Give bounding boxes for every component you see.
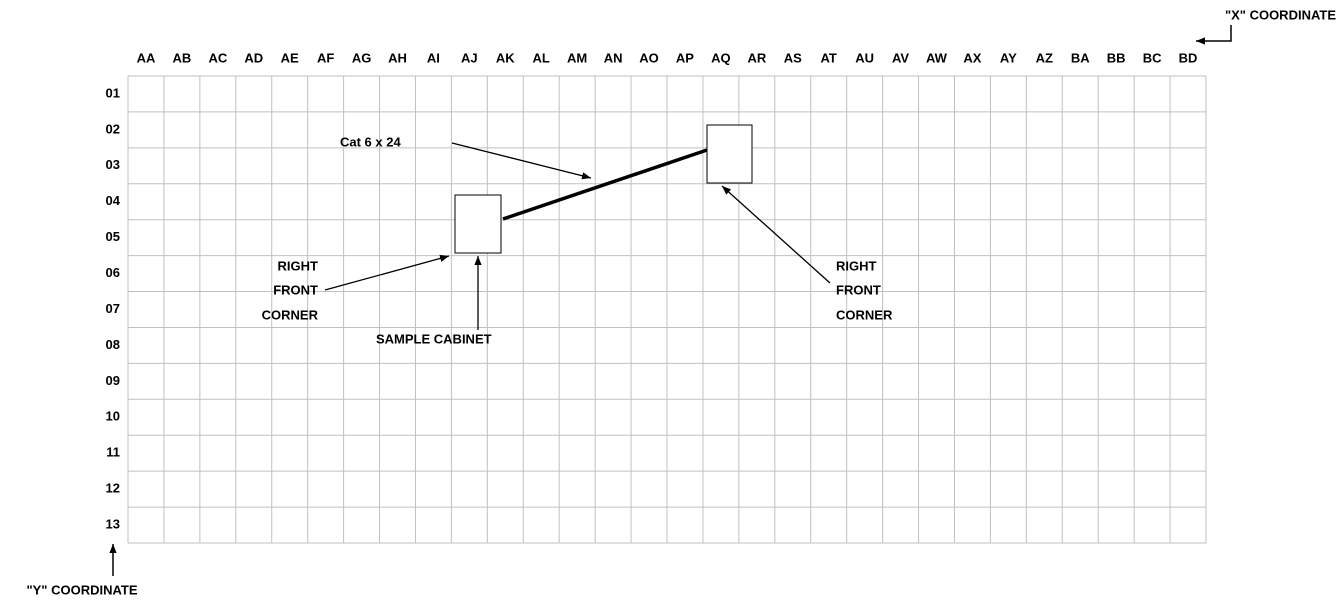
column-label: AB: [173, 50, 192, 65]
column-label: AM: [567, 50, 587, 65]
callout-label: CORNER: [836, 307, 893, 322]
column-label: AR: [747, 50, 766, 65]
column-label: AS: [784, 50, 802, 65]
column-label: AV: [892, 50, 909, 65]
x-coordinate-title: "X" COORDINATE: [1225, 7, 1336, 22]
column-label: AJ: [461, 50, 478, 65]
column-label: AA: [137, 50, 156, 65]
row-label: 12: [106, 481, 120, 496]
row-label: 01: [106, 85, 120, 100]
row-label: 03: [106, 157, 120, 172]
column-label: AN: [604, 50, 623, 65]
column-label: AE: [281, 50, 299, 65]
arrow: [721, 185, 831, 284]
column-label: AG: [352, 50, 372, 65]
y-coordinate-title: "Y" COORDINATE: [26, 582, 137, 597]
grid: [127, 75, 1207, 544]
column-label: AF: [317, 50, 334, 65]
arrow: [451, 142, 592, 180]
cabinet: [706, 124, 753, 184]
cable-label: Cat 6 x 24: [340, 134, 401, 149]
row-label: 02: [106, 121, 120, 136]
column-label: BB: [1107, 50, 1126, 65]
row-label: 11: [106, 445, 120, 460]
row-label: 06: [106, 265, 120, 280]
column-label: AP: [676, 50, 694, 65]
column-label: AU: [855, 50, 874, 65]
row-label: 10: [106, 409, 120, 424]
row-label: 08: [106, 337, 120, 352]
column-label: AY: [1000, 50, 1017, 65]
row-label: 09: [106, 373, 120, 388]
column-label: AD: [244, 50, 263, 65]
callout-label: RIGHT: [836, 258, 877, 273]
column-label: AX: [963, 50, 981, 65]
grid-labels: AA AB AC AD AE AF AG AH AI AJ AK AL AM AN AO AP AQ AR AS AT…: [106, 50, 1198, 531]
cable: [502, 148, 708, 221]
x-coordinate-arrow: [1196, 25, 1232, 45]
row-label: 04: [106, 193, 121, 208]
column-label: BA: [1071, 50, 1090, 65]
column-label: AH: [388, 50, 407, 65]
column-label: AZ: [1036, 50, 1053, 65]
column-label: AI: [427, 50, 440, 65]
column-label: AK: [496, 50, 515, 65]
callout-label: RIGHT: [278, 258, 319, 273]
column-label: BC: [1143, 50, 1162, 65]
cabinet: [454, 194, 502, 254]
column-label: AW: [926, 50, 948, 65]
arrow: [324, 254, 450, 291]
column-label: AQ: [711, 50, 731, 65]
row-label: 13: [106, 516, 120, 531]
callout-label: SAMPLE CABINET: [376, 331, 492, 346]
column-label: BD: [1179, 50, 1198, 65]
row-label: 07: [106, 301, 120, 316]
callout-label: FRONT: [273, 282, 318, 297]
column-label: AO: [639, 50, 659, 65]
column-label: AT: [821, 50, 837, 65]
column-label: AC: [208, 50, 227, 65]
callout-label: FRONT: [836, 282, 881, 297]
column-label: AL: [533, 50, 550, 65]
callout-label: CORNER: [262, 307, 319, 322]
row-label: 05: [106, 229, 120, 244]
